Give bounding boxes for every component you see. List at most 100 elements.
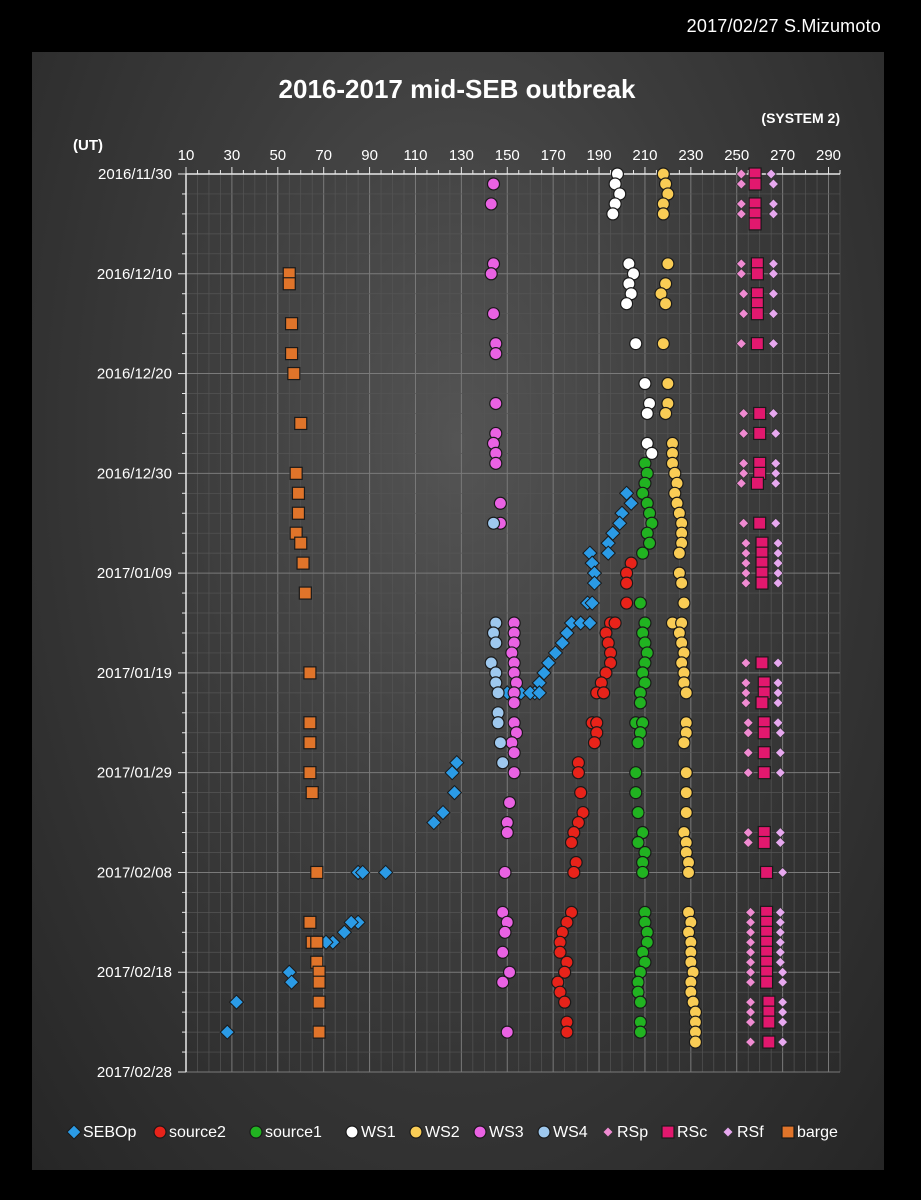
sebop-point <box>377 864 394 881</box>
ws2-point <box>679 786 693 800</box>
series-rsf <box>765 168 789 1048</box>
rsf-point <box>767 178 780 190</box>
legend-marker-ws1 <box>345 1125 359 1139</box>
rsp-point <box>740 697 752 709</box>
source1-point <box>642 536 657 550</box>
barge-point <box>303 766 317 780</box>
rsf-point <box>777 1016 789 1028</box>
legend-label: barge <box>797 1124 838 1141</box>
barge-point <box>310 935 324 949</box>
rsc-point <box>753 406 767 421</box>
data-marks <box>219 167 789 1049</box>
source2-point <box>574 786 588 800</box>
x-tick-label: 230 <box>678 147 703 164</box>
legend-item-source1: source1 <box>249 1124 322 1141</box>
source1-point <box>631 805 645 820</box>
legend-label: RSc <box>677 1124 707 1141</box>
rsp-point <box>738 457 750 469</box>
rsc-point <box>750 267 764 281</box>
rsp-point <box>744 956 757 968</box>
legend-marker-rsf <box>722 1126 734 1138</box>
ws3-point <box>507 696 521 710</box>
rsp-point <box>738 288 750 300</box>
source1-point <box>633 696 647 710</box>
legend-marker-rsc <box>661 1125 675 1139</box>
sebop-point <box>354 864 371 881</box>
series-sebop <box>219 485 639 1040</box>
source2-point <box>553 945 567 959</box>
rsf-point <box>774 916 786 928</box>
rsc-point <box>762 1035 776 1049</box>
legend-marker-sebop <box>66 1124 82 1140</box>
rsf-point <box>774 767 786 779</box>
sebop-point <box>586 575 603 591</box>
legend-item-ws1: WS1 <box>345 1124 396 1141</box>
plot-axes <box>178 167 841 1073</box>
rsc-point <box>750 476 764 490</box>
source1-point <box>636 546 650 560</box>
y-tick-label: 2016/12/30 <box>97 465 172 482</box>
ws4-point <box>491 716 505 730</box>
rsf-point <box>767 208 780 220</box>
rsc-point <box>757 726 771 740</box>
rsp-point <box>735 198 747 210</box>
source2-point <box>558 995 572 1009</box>
ws3-point <box>496 975 510 989</box>
rsf-point <box>772 677 784 689</box>
legend-marker-source2 <box>153 1125 167 1139</box>
barge-point <box>303 716 317 730</box>
barge-point <box>305 786 319 800</box>
y-tick-label: 2017/01/29 <box>97 765 172 782</box>
rsp-point <box>744 946 757 958</box>
chart-subtitle: (SYSTEM 2) <box>761 110 840 126</box>
rsc-point <box>757 746 771 760</box>
rsp-point <box>735 168 747 180</box>
rsp-point <box>742 767 754 779</box>
ws3-point <box>507 766 521 780</box>
rsf-point <box>767 308 780 320</box>
rsp-point <box>738 467 750 479</box>
barge-point <box>284 317 299 331</box>
legend-marker-ws3 <box>473 1125 487 1139</box>
source2-point <box>619 576 634 590</box>
y-tick-label: 2017/01/19 <box>97 665 172 682</box>
rsp-point <box>738 427 750 439</box>
barge-point <box>284 347 299 361</box>
x-tick-label: 290 <box>816 147 841 164</box>
rsc-point <box>755 576 769 590</box>
x-tick-label: 130 <box>449 147 474 164</box>
legend-marker-ws4 <box>537 1125 551 1139</box>
ws1-point <box>638 376 652 391</box>
rsc-point <box>750 307 764 321</box>
y-tick-label: 2017/01/09 <box>97 565 172 582</box>
legend-item-rsc: RSc <box>661 1124 707 1141</box>
legend-label: source1 <box>265 1124 322 1141</box>
sebop-point <box>531 685 548 701</box>
rsp-point <box>735 178 747 190</box>
legend-label: SEBOp <box>83 1124 136 1141</box>
rsf-point <box>770 517 782 529</box>
legend-label: WS4 <box>553 1124 588 1141</box>
barge-point <box>282 277 296 291</box>
x-tick-label: 170 <box>541 147 566 164</box>
rsc-point <box>753 426 767 441</box>
rsp-point <box>744 926 757 938</box>
barge-point <box>291 506 306 520</box>
barge-point <box>310 865 324 880</box>
ws4-point <box>491 686 505 700</box>
ws2-point <box>677 736 691 750</box>
barge-point <box>312 995 326 1009</box>
ws2-point <box>672 546 686 560</box>
ws3-point <box>486 307 501 321</box>
source2-point <box>560 1025 574 1039</box>
rsf-point <box>777 866 789 879</box>
legend-label: source2 <box>169 1124 226 1141</box>
series-ws1 <box>606 167 659 460</box>
rsf-point <box>772 697 784 709</box>
ws3-point <box>496 945 510 959</box>
rsp-point <box>738 308 750 320</box>
series-source2 <box>551 556 638 1039</box>
ws3-point <box>502 965 517 979</box>
x-tick-label: 10 <box>178 147 195 164</box>
x-tick-label: 110 <box>404 147 428 164</box>
